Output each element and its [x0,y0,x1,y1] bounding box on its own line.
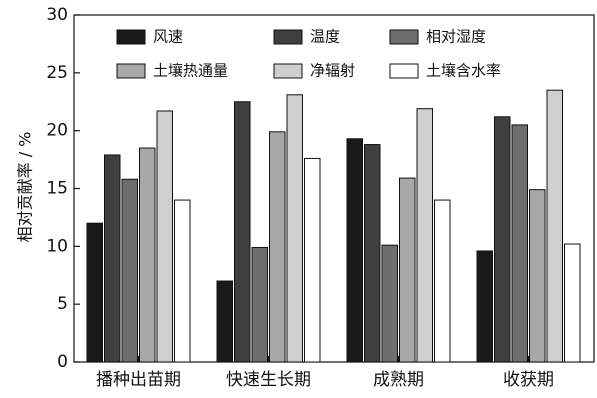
legend-label-4: 净辐射 [310,62,355,80]
legend-swatch-2 [389,29,419,45]
bar-2-2 [381,244,398,363]
x-tick-label-2: 成熟期 [373,369,424,390]
bar-0-3 [139,147,156,363]
legend-label-1: 温度 [310,28,340,46]
bar-3-4 [546,89,563,363]
bar-0-0 [86,222,103,363]
bar-1-5 [304,157,321,363]
legend-swatch-1 [273,29,303,45]
y-tick-label-15: 15 [46,179,68,199]
y-tick-label-30: 30 [46,5,68,25]
bar-1-1 [234,101,251,363]
bar-0-1 [104,154,121,363]
bar-0-2 [121,178,138,363]
y-tick-label-20: 20 [46,121,68,141]
y-tick-label-0: 0 [57,352,68,372]
plot-area: 0 5 10 15 20 25 30 播种出苗期 快速生长期 成熟期 收获期 风速 温度 相对湿度土壤热通… [46,5,595,390]
bar-2-3 [399,177,416,363]
bar-1-2 [251,246,268,363]
bar-1-3 [269,131,286,363]
y-tick-label-25: 25 [46,63,68,83]
bar-2-0 [346,138,363,363]
bar-1-4 [286,94,303,363]
bar-0-4 [156,110,173,363]
legend-label-0: 风速 [153,28,183,46]
x-tick-label-1: 快速生长期 [226,370,311,390]
y-axis-label: 相对贡献率 / % [16,132,35,243]
legend-swatch-5 [389,63,419,79]
bar-3-3 [529,189,546,363]
x-tick-label-0: 播种出苗期 [96,370,181,390]
legend-swatch-4 [273,63,303,79]
bar-2-4 [416,108,433,363]
legend-label-5: 土壤含水率 [426,62,501,80]
bar-3-5 [564,243,581,363]
bar-0-5 [174,199,191,363]
bar-2-1 [364,144,381,363]
bar-3-0 [476,250,493,363]
bar-2-5 [434,199,451,363]
y-tick-label-5: 5 [57,294,68,314]
legend-swatch-3 [116,63,146,79]
legend-label-2: 相对湿度 [426,28,486,46]
legend-label-3: 土壤热通量 [153,62,228,80]
y-tick-label-10: 10 [46,236,68,256]
bar-1-0 [216,280,233,363]
bar-3-2 [511,124,528,363]
legend-swatch-0 [116,29,146,45]
bar-3-1 [494,116,511,363]
x-tick-label-3: 收获期 [503,370,554,390]
